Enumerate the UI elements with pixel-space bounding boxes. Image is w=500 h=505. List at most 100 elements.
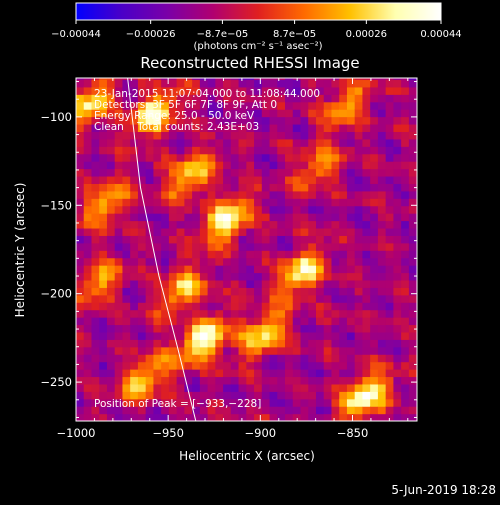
heatmap-cell: [323, 183, 333, 192]
heatmap-cell: [99, 302, 108, 311]
heatmap-cell: [401, 265, 410, 274]
heatmap-cell: [393, 131, 402, 140]
heatmap-cell: [91, 190, 100, 199]
heatmap-cell: [207, 79, 216, 88]
heatmap-cell: [300, 213, 309, 222]
heatmap-cell: [114, 287, 124, 296]
heatmap-cell: [238, 198, 247, 207]
heatmap-cell: [401, 398, 410, 407]
heatmap-cell: [207, 369, 216, 378]
heatmap-cell: [176, 331, 185, 340]
heatmap-cell: [137, 175, 147, 184]
heatmap-cell: [377, 317, 387, 326]
colorbar-tick-label: −8.7e−05: [197, 29, 249, 40]
heatmap-cell: [292, 309, 302, 318]
heatmap-cell: [207, 339, 216, 348]
heatmap-cell: [207, 220, 216, 229]
heatmap-cell: [401, 369, 410, 378]
heatmap-cell: [122, 131, 131, 140]
heatmap-cell: [91, 406, 100, 415]
heatmap-cell: [269, 279, 278, 288]
heatmap-cell: [122, 324, 131, 333]
heatmap-cell: [215, 279, 224, 288]
heatmap-cell: [223, 324, 232, 333]
heatmap-cell: [145, 131, 155, 140]
heatmap-cell: [114, 175, 124, 184]
heatmap-cell: [76, 354, 85, 363]
heatmap-cell: [315, 153, 325, 162]
y-tick-label: −200: [40, 287, 72, 301]
heatmap-cell: [254, 79, 263, 88]
heatmap-cell: [184, 94, 193, 103]
heatmap-cell: [91, 146, 100, 155]
heatmap-cell: [223, 346, 232, 355]
heatmap-cell: [385, 339, 394, 348]
heatmap-cell: [416, 168, 417, 177]
heatmap-cell: [254, 183, 263, 192]
heatmap-cell: [254, 324, 263, 333]
heatmap-cell: [106, 131, 116, 140]
heatmap-cell: [176, 413, 185, 421]
heatmap-cell: [269, 361, 278, 370]
heatmap-cell: [408, 398, 417, 407]
heatmap-cell: [377, 78, 387, 81]
heatmap-cell: [315, 205, 325, 214]
heatmap-cell: [83, 168, 93, 177]
heatmap-cell: [254, 94, 263, 103]
heatmap-cell: [377, 331, 387, 340]
heatmap-cell: [393, 265, 402, 274]
heatmap-cell: [269, 272, 278, 281]
heatmap-cell: [292, 331, 302, 340]
heatmap-cell: [238, 101, 247, 110]
heatmap-cell: [168, 175, 178, 184]
heatmap-cell: [339, 190, 348, 199]
heatmap-cell: [269, 294, 278, 303]
heatmap-cell: [300, 346, 309, 355]
heatmap-cell: [354, 227, 364, 236]
heatmap-cell: [99, 86, 108, 95]
heatmap-cell: [137, 123, 147, 132]
colorbar-ticks: −0.00044 −0.00026 −8.7e−05 8.7e−05 0.00026 0.…: [51, 20, 462, 40]
heatmap-cell: [83, 78, 93, 81]
heatmap-cell: [269, 213, 278, 222]
heatmap-cell: [176, 131, 185, 140]
heatmap-cell: [315, 123, 325, 132]
heatmap-cell: [254, 302, 263, 311]
heatmap-cell: [83, 391, 93, 400]
heatmap-cell: [137, 168, 147, 177]
heatmap-cell: [261, 265, 271, 274]
heatmap-cell: [192, 250, 201, 259]
heatmap-cell: [161, 175, 170, 184]
heatmap-cell: [153, 302, 162, 311]
heatmap-cell: [331, 317, 340, 326]
heatmap-cell: [176, 213, 185, 222]
heatmap-cell: [176, 265, 185, 274]
heatmap-cell: [254, 220, 263, 229]
heatmap-cell: [362, 272, 371, 281]
heatmap-cell: [285, 383, 294, 392]
heatmap-cell: [285, 213, 294, 222]
heatmap-cell: [246, 168, 255, 177]
heatmap-cell: [184, 398, 193, 407]
heatmap-cell: [83, 250, 93, 259]
heatmap-cell: [176, 78, 185, 81]
heatmap-cell: [230, 146, 240, 155]
heatmap-cell: [230, 413, 240, 421]
heatmap-cell: [377, 272, 387, 281]
heatmap-cell: [393, 175, 402, 184]
heatmap-cell: [408, 79, 417, 88]
y-tick-label: −100: [40, 110, 72, 124]
heatmap-cell: [114, 369, 124, 378]
heatmap-cell: [385, 369, 394, 378]
heatmap-cell: [339, 109, 348, 118]
heatmap-cell: [192, 242, 201, 251]
heatmap-cell: [91, 346, 100, 355]
heatmap-cell: [192, 235, 201, 244]
heatmap-cell: [377, 94, 387, 103]
heatmap-cell: [315, 86, 325, 95]
heatmap-cell: [168, 294, 178, 303]
heatmap-cell: [285, 116, 294, 125]
heatmap-cell: [230, 78, 240, 81]
heatmap-cell: [176, 205, 185, 214]
heatmap-cell: [354, 369, 364, 378]
